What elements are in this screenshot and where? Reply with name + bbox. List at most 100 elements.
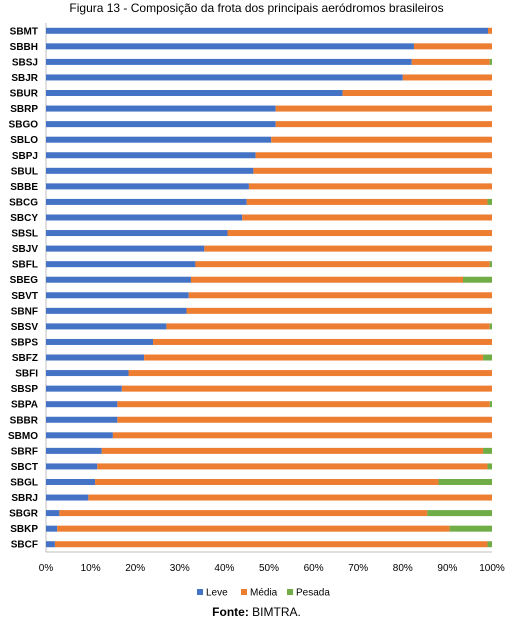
bar-média <box>242 214 492 221</box>
category-label: SBGL <box>10 477 38 488</box>
bar-média <box>112 432 493 439</box>
bar-média <box>101 447 484 454</box>
category-label: SBPJ <box>12 151 38 162</box>
bar-média <box>117 416 493 423</box>
bar-média <box>248 183 492 190</box>
category-label: SBSJ <box>12 57 38 68</box>
bar-leve <box>46 261 196 268</box>
bar-média <box>204 245 492 252</box>
category-label: SBCF <box>11 540 38 551</box>
category-label: SBUL <box>11 166 38 177</box>
bar-leve <box>46 105 276 112</box>
x-tick-label: 100% <box>479 563 505 574</box>
x-tick-label: 70% <box>348 563 368 574</box>
bar-leve <box>46 183 249 190</box>
x-tick-label: 80% <box>393 563 413 574</box>
category-label: SBJR <box>11 73 38 84</box>
bar-média <box>128 370 492 377</box>
category-label: SBBE <box>10 182 38 193</box>
category-label: SBEG <box>10 275 39 286</box>
bar-leve <box>46 385 122 392</box>
category-label: SBNF <box>11 306 38 317</box>
bar-média <box>188 292 492 299</box>
bar-leve <box>46 447 102 454</box>
bar-média <box>166 323 490 330</box>
bar-média <box>413 43 492 50</box>
bar-leve <box>46 432 113 439</box>
x-tick-label: 0% <box>39 563 54 574</box>
bar-pesada <box>463 276 492 283</box>
bar-leve <box>46 323 167 330</box>
bar-média <box>487 27 492 34</box>
bar-leve <box>46 43 414 50</box>
category-label: SBSV <box>11 322 39 333</box>
category-label: SBMT <box>10 26 38 37</box>
x-tick-label: 60% <box>304 563 324 574</box>
bar-leve <box>46 214 243 221</box>
bar-leve <box>46 230 228 237</box>
category-label: SBLO <box>10 135 38 146</box>
bar-leve <box>46 370 129 377</box>
category-label: SBRP <box>10 104 38 115</box>
bar-leve <box>46 27 488 34</box>
bar-pesada <box>489 58 492 65</box>
x-tick-label: 10% <box>81 563 101 574</box>
bar-média <box>121 385 492 392</box>
category-label: SBMO <box>8 431 38 442</box>
category-label: SBRJ <box>11 493 38 504</box>
bar-média <box>255 152 492 159</box>
bar-leve <box>46 510 60 517</box>
bar-leve <box>46 338 154 345</box>
bar-pesada <box>489 401 492 408</box>
category-label: SBCG <box>9 197 38 208</box>
bar-média <box>95 478 439 485</box>
x-tick-label: 20% <box>125 563 145 574</box>
bar-leve <box>46 152 256 159</box>
bar-leve <box>46 525 58 532</box>
bar-média <box>271 136 492 143</box>
category-label: SBJV <box>12 244 38 255</box>
legend-label: Leve <box>206 588 228 599</box>
bar-pesada <box>489 323 492 330</box>
bar-pesada <box>487 463 492 470</box>
bar-média <box>275 105 492 112</box>
bar-média <box>227 230 492 237</box>
legend-swatch <box>241 589 247 595</box>
bar-leve <box>46 74 403 81</box>
bar-média <box>246 198 488 205</box>
x-tick-label: 40% <box>214 563 234 574</box>
bar-média <box>97 463 488 470</box>
bar-média <box>195 261 490 268</box>
bar-média <box>144 354 484 361</box>
category-label: SBSL <box>11 229 38 240</box>
category-label: SBGO <box>9 120 39 131</box>
category-label: SBSP <box>11 384 39 395</box>
category-label: SBPA <box>11 400 38 411</box>
bar-média <box>402 74 492 81</box>
x-tick-label: 30% <box>170 563 190 574</box>
legend-label: Pesada <box>296 588 330 599</box>
bar-pesada <box>483 447 492 454</box>
bar-leve <box>46 276 191 283</box>
bar-leve <box>46 292 189 299</box>
bar-leve <box>46 121 276 128</box>
chart-title: Figura 13 - Composição da frota dos prin… <box>69 1 444 15</box>
category-label: SBBR <box>10 415 39 426</box>
category-label: SBCY <box>10 213 38 224</box>
category-label: SBFL <box>12 260 38 271</box>
bar-média <box>88 494 493 501</box>
bar-leve <box>46 307 187 314</box>
bar-leve <box>46 354 145 361</box>
category-label: SBRF <box>11 446 38 457</box>
bar-média <box>54 541 488 548</box>
category-label: SBUR <box>10 89 39 100</box>
bar-média <box>186 307 493 314</box>
bar-leve <box>46 541 55 548</box>
bar-pesada <box>487 198 492 205</box>
bar-leve <box>46 245 205 252</box>
bar-média <box>57 525 450 532</box>
bar-média <box>59 510 428 517</box>
bar-média <box>411 58 490 65</box>
